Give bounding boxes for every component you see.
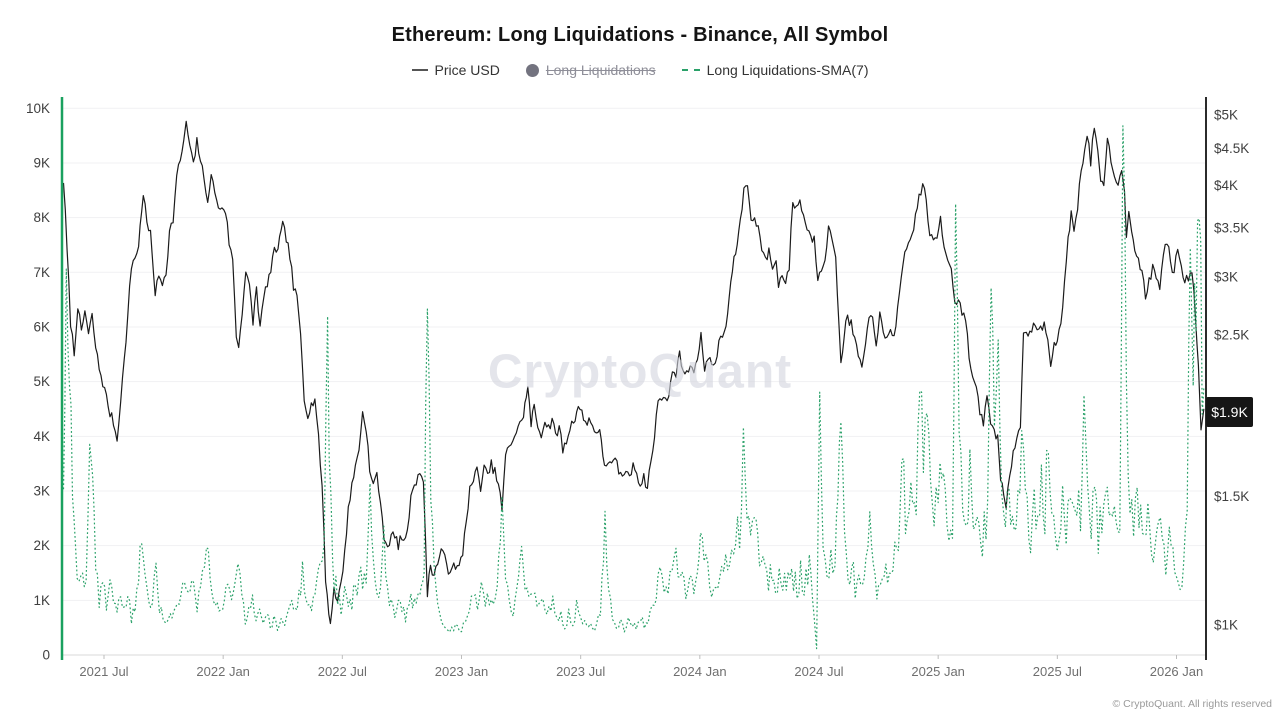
left-tick-label: 3K [33, 483, 50, 498]
sma-dashed-line-marker-icon [681, 69, 700, 71]
price-usd-line [62, 120, 1205, 625]
right-tick-label: $2.5K [1214, 327, 1249, 342]
x-tick-label: 2023 Jul [556, 664, 605, 679]
x-tick-label: 2024 Jul [794, 664, 843, 679]
left-tick-label: 5K [33, 374, 50, 389]
chart-title: Ethereum: Long Liquidations - Binance, A… [391, 24, 889, 46]
left-tick-label: 8K [33, 210, 50, 225]
left-tick-label: 2K [33, 538, 50, 553]
legend-label-long-liquidations-sma: Long Liquidations-SMA(7) [706, 62, 869, 78]
x-tick-label: 2022 Jul [318, 664, 367, 679]
price-line-marker-icon [411, 69, 428, 71]
left-tick-label: 0 [42, 648, 50, 663]
x-tick-label: 2025 Jan [911, 664, 965, 679]
right-tick-label: $4.5K [1214, 141, 1249, 156]
x-tick-label: 2024 Jan [673, 664, 727, 679]
x-tick-label: 2025 Jul [1033, 664, 1082, 679]
left-tick-label: 4K [33, 429, 50, 444]
left-tick-label: 7K [33, 265, 50, 280]
right-tick-label: $1K [1214, 618, 1238, 633]
legend-item-price-usd[interactable]: Price USD [411, 62, 500, 78]
left-tick-label: 9K [33, 155, 50, 170]
current-price-badge: $1.9K [1206, 397, 1253, 427]
right-tick-label: $4K [1214, 178, 1238, 193]
left-tick-label: 6K [33, 319, 50, 334]
x-tick-label: 2021 Jul [79, 664, 128, 679]
right-tick-label: $5K [1214, 108, 1238, 123]
long-liquidations-sma-line [62, 125, 1205, 650]
x-tick-label: 2026 Jan [1150, 664, 1204, 679]
legend-item-long-liquidations-sma[interactable]: Long Liquidations-SMA(7) [681, 62, 869, 78]
left-tick-label: 10K [26, 101, 50, 116]
legend-item-long-liquidations[interactable]: Long Liquidations [525, 62, 656, 78]
x-tick-label: 2022 Jan [196, 664, 250, 679]
legend-label-long-liquidations: Long Liquidations [545, 62, 656, 78]
copyright-notice: © CryptoQuant. All rights reserved [1112, 698, 1272, 710]
x-tick-label: 2023 Jan [435, 664, 489, 679]
long-liquidations-dot-marker-icon [525, 63, 539, 77]
right-tick-label: $3K [1214, 269, 1238, 284]
right-tick-label: $3.5K [1214, 221, 1249, 236]
right-tick-label: $1.5K [1214, 489, 1249, 504]
legend-label-price-usd: Price USD [434, 62, 500, 78]
legend: Price USD Long Liquidations Long Liquida… [0, 62, 1280, 78]
left-tick-label: 1K [33, 593, 50, 608]
